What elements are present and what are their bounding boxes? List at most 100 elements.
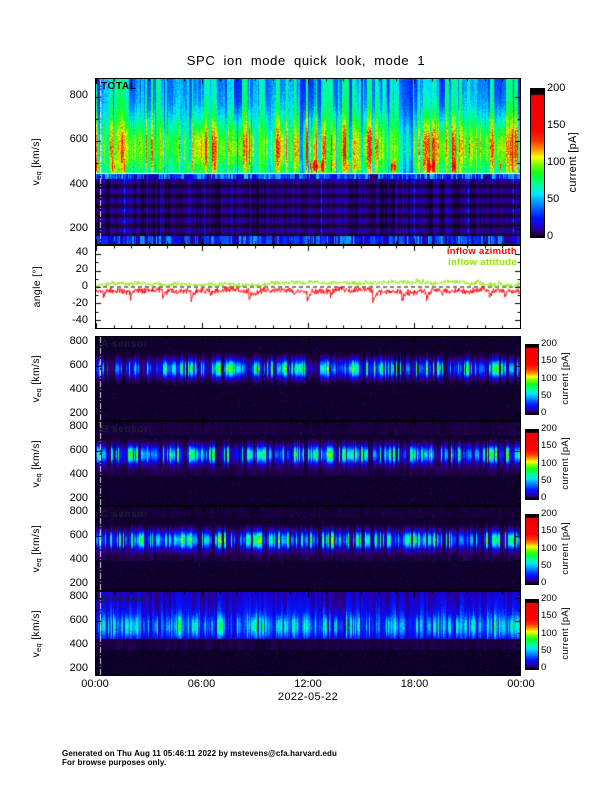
- sensor-d-spectrogram-canvas: [96, 592, 520, 675]
- legend-inflow-azimuth: inflow azimuth: [446, 246, 517, 257]
- panel-label-b-sensor: B sensor: [101, 424, 149, 435]
- xtick-0: 00:00: [81, 678, 109, 690]
- sensor-b-spectrogram-panel: B sensor: [95, 421, 521, 506]
- total-spectrogram-panel: TOTAL: [95, 78, 521, 245]
- sensor-c-spectrogram-canvas: [96, 507, 520, 590]
- panel-label-a-sensor: A sensor: [101, 339, 149, 350]
- vertical-axis-label-text: veq [km/s]: [30, 354, 44, 403]
- ytick-b-600: 600: [69, 443, 88, 456]
- ytick-total-600: 600: [69, 133, 88, 146]
- cb-d-tick-200: 200: [541, 593, 557, 604]
- cb-d-tick-50: 50: [541, 644, 552, 656]
- footer-text: Generated on Thu Aug 11 05:46:11 2022 by…: [62, 749, 337, 767]
- colorbar-sensor-b: [525, 429, 539, 500]
- cb-b-axis-label: current [pA]: [558, 429, 572, 498]
- cb-main-tick-200: 200: [547, 81, 566, 94]
- cb-b-tick-100: 100: [541, 457, 557, 469]
- panel-label-total: TOTAL: [101, 81, 137, 92]
- ytick-a-600: 600: [69, 358, 88, 371]
- cb-b-tick-50: 50: [541, 474, 552, 486]
- cb-a-tick-150: 150: [541, 355, 557, 367]
- vertical-axis-label-text: veq [km/s]: [30, 439, 44, 488]
- ytick-d-600: 600: [69, 613, 88, 626]
- ytick-d-800: 800: [69, 589, 88, 602]
- cb-c-tick-100: 100: [541, 542, 557, 554]
- panel-label-d-sensor: D sensor: [101, 594, 149, 605]
- angle-legend: inflow azimuth inflow attitude: [446, 246, 517, 268]
- ytick-b-800: 800: [69, 419, 88, 432]
- ytick-angle-0: 0: [81, 280, 88, 292]
- sensor-a-spectrogram-panel: A sensor: [95, 336, 521, 421]
- ytick-a-800: 800: [69, 334, 88, 347]
- cb-main-tick-100: 100: [547, 155, 566, 168]
- ytick-d-400: 400: [69, 637, 88, 650]
- y-axis-label-angle: angle [°]: [28, 245, 46, 329]
- cb-main-axis-label: current [pA]: [566, 88, 580, 236]
- colorbar-total: [530, 88, 545, 238]
- ytick-total-400: 400: [69, 177, 88, 190]
- sensor-a-spectrogram-canvas: [96, 337, 520, 420]
- total-spectrogram-canvas: [96, 79, 520, 244]
- colorbar-sensor-c: [525, 514, 539, 585]
- cb-main-tick-150: 150: [547, 118, 566, 131]
- ytick-angle--40: -40: [72, 313, 88, 326]
- y-axis-label-c: veq [km/s]: [28, 506, 46, 591]
- xtick-4: 00:00: [507, 678, 535, 690]
- ytick-total-800: 800: [69, 88, 88, 101]
- ytick-d-200: 200: [69, 661, 88, 674]
- vertical-axis-label-text: current [pA]: [559, 352, 571, 405]
- cb-d-axis-label: current [pA]: [558, 599, 572, 668]
- ytick-c-600: 600: [69, 528, 88, 541]
- cb-main-tick-50: 50: [547, 192, 560, 205]
- cb-c-tick-200: 200: [541, 508, 557, 519]
- vertical-axis-label-text: current [pA]: [559, 437, 571, 490]
- cb-d-tick-100: 100: [541, 627, 557, 639]
- cb-main-tick-0: 0: [547, 229, 554, 242]
- inflow-angle-panel: inflow azimuth inflow attitude: [95, 245, 521, 329]
- vertical-axis-label-text: current [pA]: [559, 522, 571, 575]
- ytick-b-400: 400: [69, 467, 88, 480]
- ytick-c-200: 200: [69, 576, 88, 589]
- cb-d-tick-0: 0: [541, 662, 547, 673]
- sensor-d-spectrogram-panel: D sensor: [95, 591, 521, 676]
- cb-a-tick-100: 100: [541, 372, 557, 384]
- vertical-axis-label-text: veq [km/s]: [30, 137, 44, 186]
- cb-c-tick-150: 150: [541, 525, 557, 537]
- ytick-c-800: 800: [69, 504, 88, 517]
- cb-c-tick-50: 50: [541, 559, 552, 571]
- cb-a-tick-200: 200: [541, 338, 557, 349]
- ytick-angle-20: 20: [75, 263, 88, 276]
- ytick-angle--20: -20: [72, 296, 88, 309]
- sensor-c-spectrogram-panel: C sensor: [95, 506, 521, 591]
- cb-d-tick-150: 150: [541, 610, 557, 622]
- ytick-c-400: 400: [69, 552, 88, 565]
- cb-b-tick-0: 0: [541, 492, 547, 503]
- vertical-axis-label-text: veq [km/s]: [30, 524, 44, 573]
- ytick-total-200: 200: [69, 222, 88, 235]
- colorbar-sensor-d: [525, 599, 539, 670]
- inflow-angle-canvas: [96, 246, 520, 328]
- footer-generated-line: Generated on Thu Aug 11 05:46:11 2022 by…: [62, 749, 337, 758]
- ytick-a-400: 400: [69, 382, 88, 395]
- page-title: SPC ion mode quick look, mode 1: [186, 53, 426, 68]
- cb-c-tick-0: 0: [541, 577, 547, 588]
- colorbar-sensor-a: [525, 344, 539, 415]
- footer-browse-line: For browse purposes only.: [62, 757, 167, 767]
- xtick-3: 18:00: [400, 678, 429, 690]
- cb-a-tick-50: 50: [541, 389, 552, 401]
- y-axis-label-b: veq [km/s]: [28, 421, 46, 506]
- vertical-axis-label-text: veq [km/s]: [30, 609, 44, 658]
- y-axis-label-d: veq [km/s]: [28, 591, 46, 676]
- xtick-2: 12:00: [294, 678, 322, 690]
- vertical-axis-label-text: current [pA]: [567, 131, 579, 193]
- sensor-b-spectrogram-canvas: [96, 422, 520, 505]
- cb-a-tick-0: 0: [541, 407, 547, 418]
- legend-inflow-attitude: inflow attitude: [448, 256, 517, 268]
- panel-label-c-sensor: C sensor: [101, 509, 149, 520]
- cb-b-tick-200: 200: [541, 423, 557, 434]
- cb-c-axis-label: current [pA]: [558, 514, 572, 583]
- y-axis-label-total: veq [km/s]: [28, 78, 46, 245]
- x-axis-date-label: 2022-05-22: [277, 691, 339, 703]
- ytick-a-200: 200: [69, 406, 88, 419]
